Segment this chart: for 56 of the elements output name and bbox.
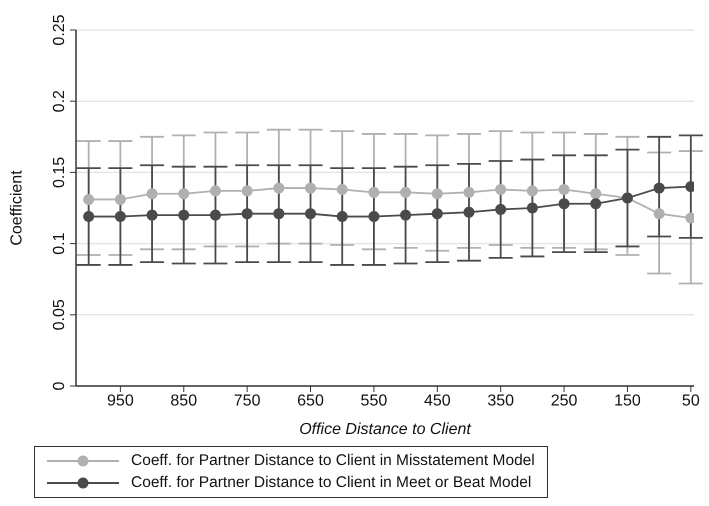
- point: [495, 184, 506, 195]
- x-tick-label: 450: [424, 392, 451, 410]
- point: [526, 202, 538, 214]
- x-tick-label: 350: [487, 392, 514, 410]
- point: [178, 210, 190, 221]
- x-tick-label: 50: [682, 392, 700, 410]
- point: [368, 211, 380, 222]
- point: [146, 210, 158, 221]
- y-tick-label: 0.25: [51, 14, 68, 46]
- point: [242, 208, 253, 220]
- point: [305, 182, 316, 194]
- x-tick-label: 150: [614, 392, 641, 410]
- legend-label: Coeff. for Partner Distance to Client in Meet or Beat Model: [131, 473, 532, 493]
- point: [654, 208, 665, 220]
- legend-label: Coeff. for Partner Distance to Client in Misstatement Model: [131, 451, 535, 471]
- point: [590, 198, 602, 210]
- x-axis-title: Office Distance to Client: [299, 421, 472, 438]
- point: [178, 188, 190, 200]
- x-tick-label: 550: [360, 392, 388, 410]
- point: [432, 208, 443, 220]
- point: [400, 186, 412, 198]
- point: [336, 211, 348, 222]
- x-tick-label: 850: [170, 392, 198, 410]
- y-tick-label: 0.15: [51, 156, 68, 188]
- point: [526, 185, 538, 196]
- point: [146, 188, 158, 200]
- point: [654, 182, 665, 194]
- point: [463, 186, 474, 198]
- point: [336, 184, 348, 195]
- y-tick-label: 0.05: [51, 299, 68, 330]
- point: [210, 210, 221, 221]
- point: [495, 204, 506, 215]
- y-tick-label: 0.1: [51, 232, 68, 255]
- x-tick-label: 250: [550, 392, 578, 410]
- point: [400, 210, 412, 221]
- point: [590, 188, 602, 200]
- point: [558, 198, 570, 210]
- point: [273, 208, 284, 220]
- point: [432, 188, 443, 200]
- point: [463, 206, 474, 218]
- x-tick-label: 950: [107, 392, 134, 410]
- point: [83, 211, 94, 222]
- point: [305, 208, 316, 220]
- point: [242, 185, 253, 196]
- y-tick-label: 0.2: [51, 90, 68, 112]
- point: [114, 211, 126, 222]
- point: [210, 185, 221, 196]
- point: [114, 194, 126, 205]
- point: [83, 194, 94, 205]
- point: [558, 184, 570, 195]
- point: [368, 186, 380, 198]
- x-tick-label: 750: [234, 392, 261, 410]
- point: [273, 182, 284, 194]
- y-axis-title: Coefficient: [8, 170, 26, 246]
- y-tick-label: 0: [51, 381, 68, 390]
- x-tick-label: 650: [297, 392, 324, 410]
